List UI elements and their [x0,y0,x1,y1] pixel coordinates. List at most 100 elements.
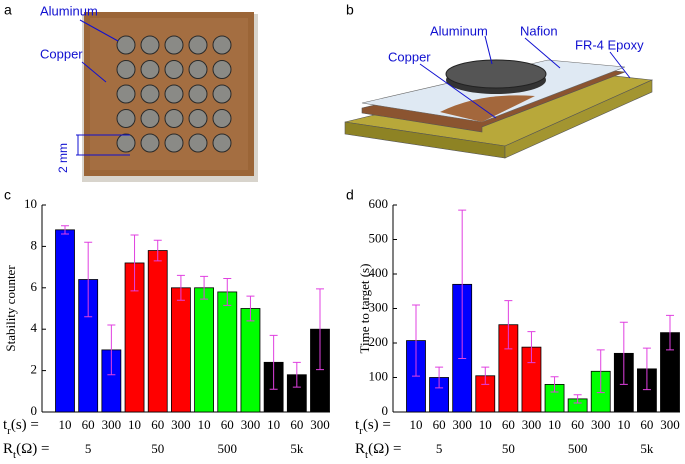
error-bar [223,277,232,306]
row-label-rest: (s) = [363,417,391,433]
x-tick-label: 10 [198,417,211,432]
error-bar [619,321,628,385]
arrow [81,61,107,83]
y-tick-label: 0 [31,403,38,418]
error-bar [481,366,490,385]
error-bar [504,300,513,350]
y-axis-title: Stability counter [3,265,18,352]
error-bar [666,314,674,351]
panel-label: a [4,2,12,18]
error-bar [292,361,301,388]
y-axis-title: Time to target (s) [357,264,372,354]
arrow [524,37,561,69]
pad [164,35,184,55]
row-label: Rt(Ω) = [355,441,401,460]
bar [147,250,168,413]
error-bar [130,234,139,292]
pad [116,60,136,79]
annotation: FR-4 Epoxy [575,37,644,52]
annotation: Aluminum [430,23,488,38]
x-tick-label: 300 [241,417,261,432]
row-label-main: t [355,417,360,433]
panel-label: d [346,187,354,203]
y-tick-label: 200 [369,334,389,349]
group-label: 5 [436,441,443,456]
pad [188,60,208,79]
error-bar [412,304,420,377]
row-label: tr(s) = [355,417,391,436]
row-label-sub: t [13,449,16,461]
panel-label: b [346,2,354,18]
y-tick-label: 400 [369,265,389,280]
annotation: 2 mm [56,143,70,173]
pad [164,109,184,128]
y-tick-label: 4 [31,320,38,335]
x-tick-label: 60 [640,417,653,432]
group-label: 50 [502,441,515,456]
x-tick-label: 300 [310,417,330,432]
row-label: Rt(Ω) = [3,441,49,460]
x-tick-label: 10 [479,417,492,432]
y-tick-label: 0 [382,403,389,418]
error-bar [550,376,559,393]
error-bar [269,334,278,390]
error-bar [316,288,324,371]
panel-label: c [4,187,11,203]
aluminum-pads [116,35,232,153]
x-tick-label: 60 [433,417,446,432]
y-tick-label: 600 [369,196,389,211]
y-tick-label: 100 [369,368,389,383]
error-bar [61,225,69,235]
annotation: Copper [40,46,83,61]
group-label: 5k [640,441,654,456]
group-label: 5 [85,441,92,456]
bar [171,287,191,413]
y-tick-label: 300 [369,299,389,314]
pad [188,84,208,104]
arrow [484,35,493,65]
arrow [79,19,119,42]
group-label: 500 [218,441,238,456]
pad [116,35,136,55]
x-tick-label: 60 [151,417,164,432]
x-tick-label: 60 [82,417,95,432]
epoxy-side [504,79,653,159]
pad [212,35,232,55]
layer-diagram [344,35,654,159]
pad [212,133,232,153]
row-label-rest: (Ω) = [368,441,401,457]
annotation: Copper [388,49,431,64]
error-bar [642,347,651,391]
bar [217,291,238,413]
pad [140,84,160,104]
row-label-sub: r [359,425,363,437]
pad [140,35,160,55]
pad [188,109,208,128]
row-label-sub: r [7,425,11,437]
group-label: 500 [568,441,588,456]
error-bar [596,349,605,394]
pad [140,133,160,153]
x-tick-label: 300 [591,417,611,432]
arrow [609,51,631,79]
x-tick-label: 300 [171,417,191,432]
y-tick-label: 500 [369,230,389,245]
pad [164,60,184,79]
x-tick-label: 300 [102,417,122,432]
row-label-rest: (s) = [11,417,39,433]
pad [212,84,232,104]
bar [194,287,214,413]
pad [164,133,184,153]
y-tick-label: 10 [24,196,37,211]
row-label-sub: t [365,449,368,461]
error-bar [573,394,582,404]
error-bar [527,331,536,364]
pad [212,109,232,128]
row-label-rest: (Ω) = [16,441,49,457]
arrow [419,63,497,119]
bar [55,229,75,413]
bar [240,308,261,413]
pad [116,133,136,153]
error-bar [153,239,162,262]
